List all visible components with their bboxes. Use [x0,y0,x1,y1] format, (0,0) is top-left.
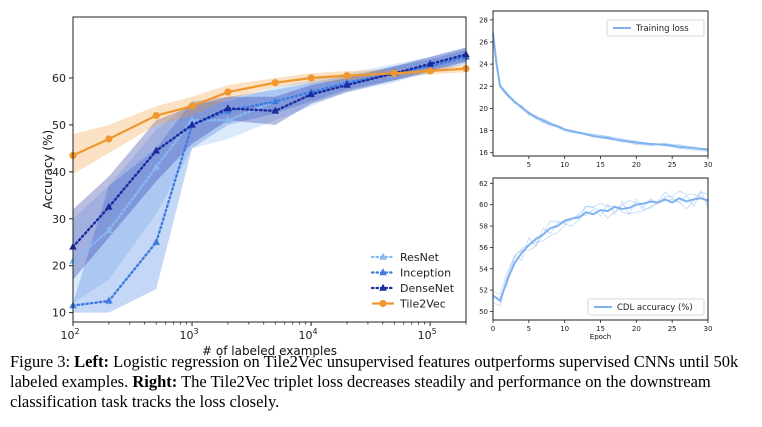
training-loss-chart: 16 18 20 22 24 26 28 5 10 15 20 25 30 Training loss [479,10,713,169]
data-point-tile2vec [224,88,232,96]
x-tick-label: 102 [60,327,79,342]
run-line [492,190,709,295]
data-point-tile2vec [105,135,113,143]
run-line [492,33,709,151]
data-point-densenet [271,106,280,114]
y-tick-label: 56 [479,244,488,252]
caption-label: Figure 3: [10,352,71,371]
caption-left-text: Logistic regression on Tile2Vec unsuperv… [10,352,739,391]
legend-label-densenet: DenseNet [400,282,455,295]
caption-left-head: Left: [74,352,109,371]
y-tick-label: 50 [479,308,488,316]
series-line-main [492,197,709,303]
data-point-densenet [307,90,315,98]
x-tick-label: 0 [491,325,495,333]
y-tick-label: 58 [479,223,488,231]
confidence-band-resnet [73,47,466,304]
y-tick-label: 16 [479,149,488,157]
data-point-tile2vec [307,74,315,82]
x-tick-label: 5 [527,161,531,169]
caption-right-text: The Tile2Vec triplet loss decreases stea… [10,372,711,411]
legend-label-tile2vec: Tile2Vec [399,298,446,311]
legend-box [587,298,705,316]
y-tick-label: 26 [479,38,488,46]
data-point-densenet [105,202,113,210]
data-point-resnet [188,116,196,123]
data-point-densenet [343,80,351,88]
x-tick-label: 20 [632,325,641,333]
x-axis-label: # of labeled examples [202,344,337,358]
series-line-main [492,33,709,151]
legend-label: CDL accuracy (%) [617,303,693,313]
y-tick-label: 28 [479,16,488,24]
cdl-accuracy-chart: 50 52 54 56 58 60 62 0 5 10 15 20 25 30 Epoch CDL accur… [479,177,713,341]
x-tick-label: 25 [668,325,677,333]
x-tick-label: 105 [418,327,437,342]
x-axis-label: Epoch [590,333,611,341]
data-point-inception [105,296,113,304]
legend-label: Training loss [635,24,689,34]
y-tick-label: 24 [479,61,488,69]
legend-marker-tile2vec [379,299,387,308]
confidence-band-tile2vec [73,64,466,175]
legend-label-resnet: ResNet [400,251,440,264]
legend-marker-densenet [379,283,387,291]
y-tick-label: 52 [479,287,488,295]
data-point-densenet [188,120,196,128]
left-accuracy-chart: 10 20 30 40 50 60 102 103 104 105 # of labeled exa… [41,16,470,358]
legend-marker-inception [379,268,387,276]
y-tick-label: 62 [479,180,488,188]
x-tick-label: 25 [668,161,677,169]
data-point-densenet [224,104,232,112]
data-point-inception [271,97,280,105]
x-tick-label: 103 [180,327,199,342]
legend-marker-resnet [379,252,387,260]
x-tick-label: 20 [632,161,641,169]
data-point-inception [152,238,160,245]
y-tick-label: 18 [479,127,488,135]
x-tick-label: 30 [704,161,713,169]
x-tick-label: 5 [527,325,531,333]
x-tick-label: 104 [299,327,318,342]
data-point-tile2vec [426,67,434,75]
x-tick-label: 15 [596,325,605,333]
x-tick-label: 15 [596,161,605,169]
data-point-resnet [224,116,232,123]
x-tick-label: 10 [560,325,569,333]
data-point-resnet [105,226,113,234]
y-tick-label: 60 [479,201,488,209]
data-point-tile2vec [343,72,351,80]
x-tick-label: 10 [560,161,569,169]
y-axis-label: Accuracy (%) [41,130,55,209]
y-tick-label: 50 [52,119,66,132]
plot-frame [72,16,467,323]
data-point-densenet [426,59,434,67]
y-tick-label: 60 [52,72,66,85]
y-tick-label: 30 [52,213,66,226]
figure-caption: Figure 3: Left: Logistic regression on T… [10,352,755,412]
run-line [492,34,709,152]
legend-label-inception: Inception [400,267,451,280]
data-point-tile2vec [390,69,398,77]
data-point-resnet [152,162,160,170]
data-point-tile2vec [271,79,279,87]
data-point-tile2vec [152,111,160,120]
run-line [492,32,709,152]
data-point-tile2vec [188,102,196,110]
run-line [492,189,709,298]
legend-box [606,19,705,37]
y-tick-label: 40 [52,166,66,179]
y-tick-label: 10 [52,307,66,320]
x-tick-label: 30 [704,325,713,333]
data-point-densenet [152,146,160,154]
y-tick-label: 54 [479,265,488,273]
y-tick-label: 22 [479,83,488,91]
y-tick-label: 20 [52,260,66,273]
y-tick-label: 20 [479,105,488,113]
caption-right-head: Right: [132,372,178,391]
